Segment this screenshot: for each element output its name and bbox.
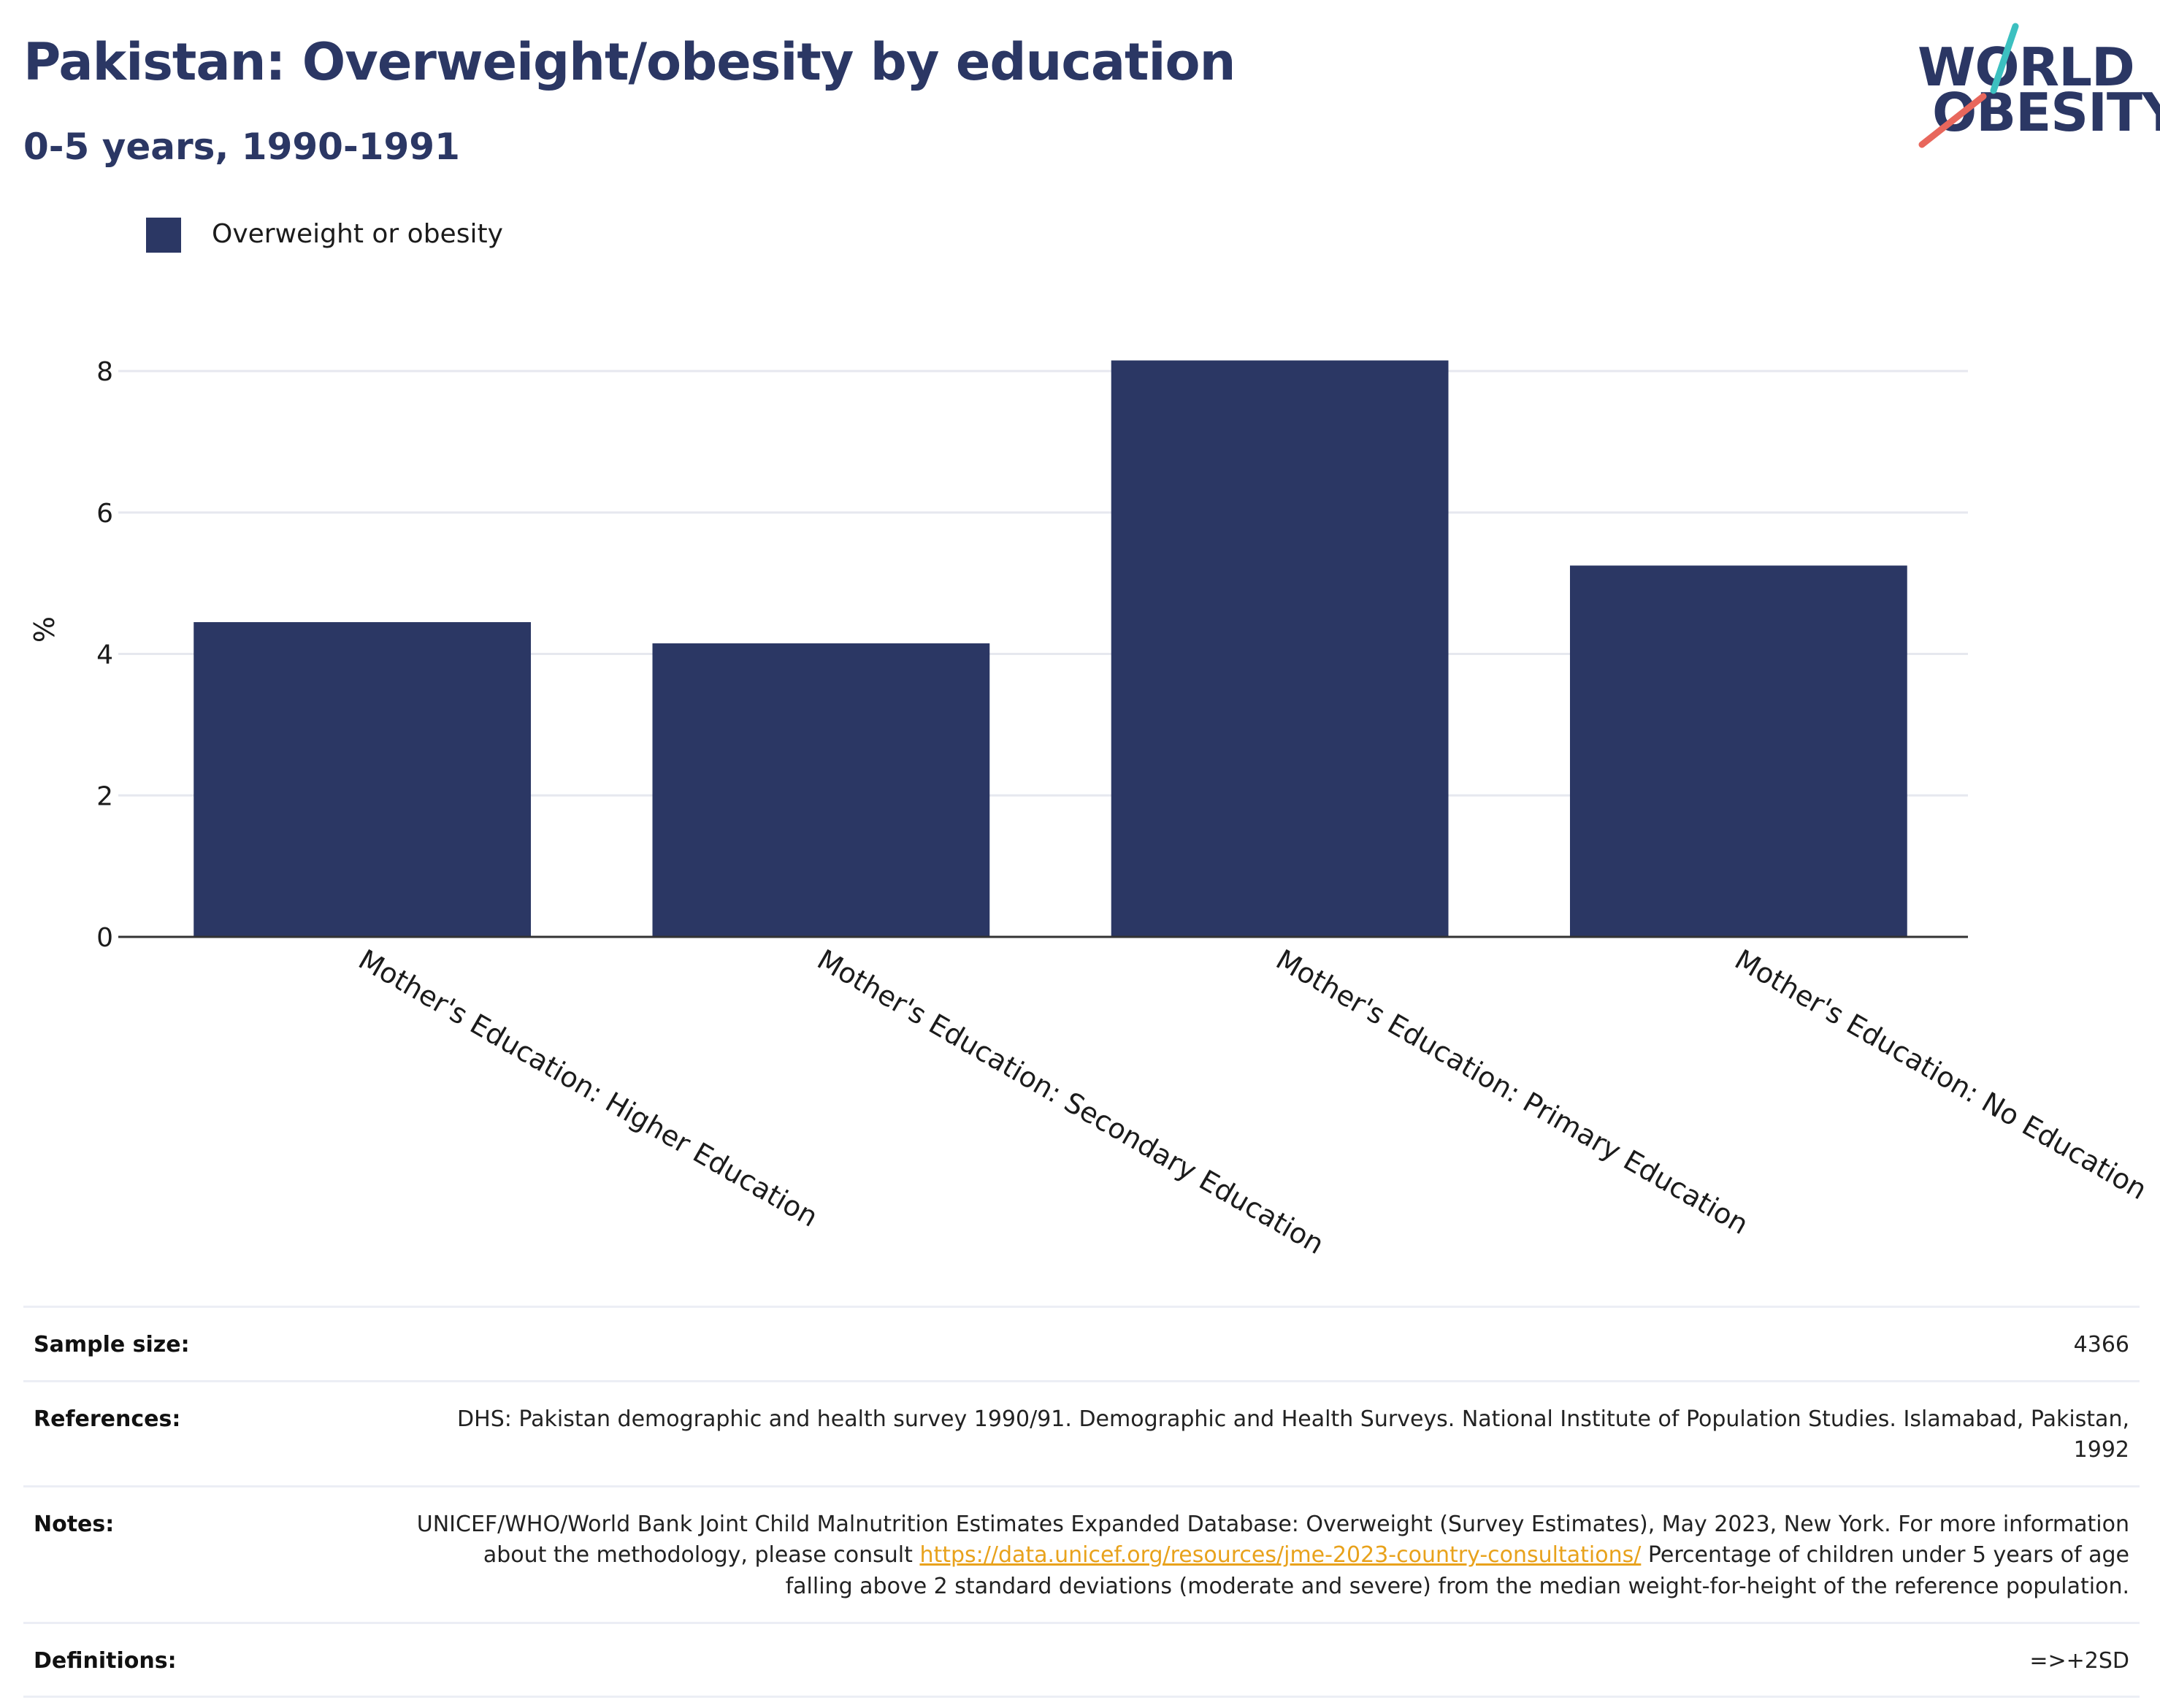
bar-chart: 0 2 4 6 8% Mother's Education: Higher Educati… [28, 357, 2153, 1261]
definitions-label: Definitions: [34, 1647, 177, 1674]
logo-slash-icon [1918, 23, 2019, 148]
x-tick-label: Mother's Education: Primary Education [1271, 943, 1754, 1241]
y-tick-label: 4 [96, 640, 113, 670]
references-label: References: [34, 1406, 181, 1432]
references-value: DHS: Pakistan demographic and health sur… [457, 1406, 2129, 1463]
world-obesity-logo[interactable]: WORLD OBESITY [1906, 20, 2160, 152]
sample-size-value: 4366 [2073, 1332, 2129, 1357]
notes-value: UNICEF/WHO/World Bank Joint Child Malnut… [413, 1509, 2129, 1603]
chart-subtitle: 0-5 years, 1990-1991 [23, 126, 460, 168]
jme-consultations-link[interactable]: https://data.unicef.org/resources/jme-20… [919, 1542, 1642, 1569]
y-tick-label: 2 [96, 781, 113, 811]
info-row-sample-size: Sample size: 4366 [23, 1306, 2140, 1380]
chart-title: Pakistan: Overweight/obesity by educatio… [23, 32, 1236, 92]
notes-label: Notes: [34, 1511, 115, 1537]
y-tick-label: 0 [96, 923, 113, 953]
x-tick-label: Mother's Education: Secondary Education [812, 943, 1330, 1261]
notes-text-before: UNICEF/WHO/World Bank Joint Child Malnut… [416, 1511, 2129, 1569]
legend-swatch [146, 218, 181, 253]
y-tick-label: 8 [96, 357, 113, 387]
sample-size-label: Sample size: [34, 1332, 190, 1357]
info-row-references: References: DHS: Pakistan demographic an… [23, 1379, 2140, 1485]
legend-label: Overweight or obesity [212, 219, 503, 249]
x-tick-label: Mother's Education: No Education [1729, 943, 2152, 1206]
y-axis-title: % [28, 616, 61, 643]
logo-text-world: WORLD [1918, 37, 2135, 98]
logo-text-obesity: OBESITY [1932, 82, 2160, 143]
info-table: Sample size: 4366 References: DHS: Pakis… [23, 1306, 2140, 1699]
bar [194, 621, 532, 937]
bar [1569, 565, 1907, 937]
x-tick-label: Mother's Education: Higher Education [353, 943, 824, 1233]
bar [1111, 360, 1449, 937]
definitions-value: =>+2SD [2029, 1647, 2129, 1674]
info-row-definitions: Definitions: =>+2SD [23, 1621, 2140, 1699]
notes-text-after: Percentage of children under 5 years of … [785, 1542, 2129, 1599]
info-row-notes: Notes: UNICEF/WHO/World Bank Joint Child… [23, 1485, 2140, 1622]
bar [652, 643, 990, 937]
y-tick-label: 6 [96, 499, 113, 529]
